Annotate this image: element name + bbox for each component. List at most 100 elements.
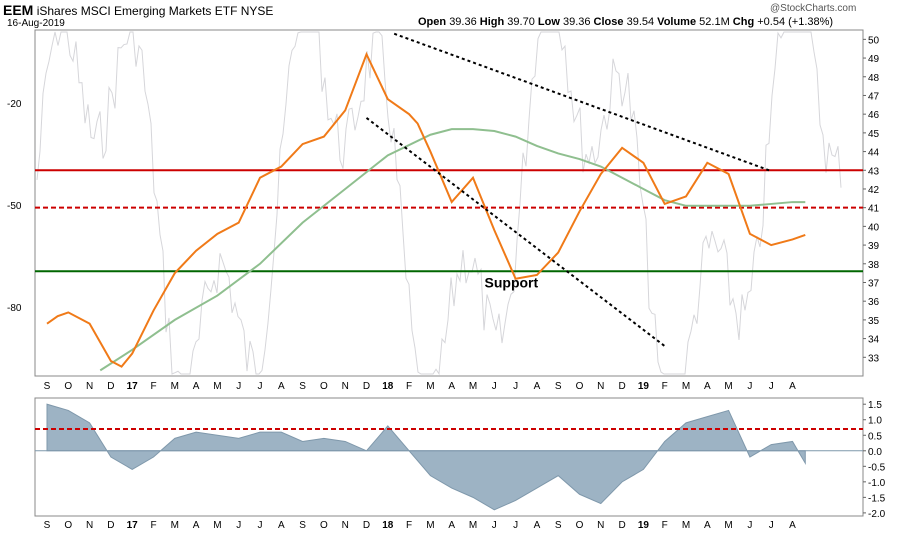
volume-value: 52.1M [699, 16, 730, 28]
close-label: Close [593, 16, 624, 28]
indicator-x-tick-label: A [789, 520, 796, 531]
price-axis-tick-label: 49 [868, 54, 880, 65]
indicator-x-tick-label: J [513, 520, 518, 531]
ticker-symbol: EEM [3, 2, 34, 18]
indicator-x-tick-label: A [704, 520, 711, 531]
indicator-x-tick-label: 17 [127, 520, 139, 531]
indicator-x-tick-label: D [363, 520, 370, 531]
indicator-x-tick-label: N [86, 520, 93, 531]
low-label: Low [537, 16, 560, 28]
chart-date: 16-Aug-2019 [7, 18, 65, 29]
high-label: High [479, 16, 505, 28]
indicator-x-tick-label: F [662, 520, 668, 531]
price-x-tick-label: J [769, 381, 774, 392]
indicator-x-tick-label: A [278, 520, 285, 531]
price-x-tick-label: A [448, 381, 455, 392]
price-x-tick-label: A [789, 381, 796, 392]
price-x-tick-label: N [86, 381, 93, 392]
price-x-tick-label: 19 [638, 381, 650, 392]
indicator-x-tick-label: O [64, 520, 72, 531]
price-axis-tick-label: 39 [868, 241, 880, 252]
price-axis-tick-label: 33 [868, 353, 880, 364]
chg-value: +0.54 (+1.38%) [757, 16, 834, 28]
ticker-title: EEM iShares MSCI Emerging Markets ETF NY… [3, 2, 273, 18]
indicator-x-tick-label: A [193, 520, 200, 531]
indicator-x-tick-label: M [213, 520, 221, 531]
indicator-x-tick-label: J [769, 520, 774, 531]
price-x-tick-label: 17 [127, 381, 139, 392]
indicator-x-tick-label: M [171, 520, 179, 531]
indicator-x-tick-label: M [469, 520, 477, 531]
indicator-x-tick-label: O [320, 520, 328, 531]
price-axis-tick-label: 35 [868, 316, 880, 327]
indicator-axis-tick-label: 0.5 [868, 431, 882, 442]
price-x-tick-label: F [406, 381, 412, 392]
indicator-area [46, 403, 806, 511]
indicator-x-tick-label: A [534, 520, 541, 531]
price-x-tick-label: O [576, 381, 584, 392]
background-oscillator-line [36, 31, 842, 376]
watermark: @StockCharts.com [770, 3, 857, 14]
low-value: 39.36 [562, 16, 591, 28]
indicator-axis-tick-label: -1.0 [868, 478, 886, 489]
price-series-line [46, 51, 806, 368]
price-x-tick-label: A [193, 381, 200, 392]
price-x-tick-label: A [534, 381, 541, 392]
indicator-x-tick-label: J [747, 520, 752, 531]
price-x-tick-label: D [107, 381, 114, 392]
price-x-tick-label: J [236, 381, 241, 392]
indicator-x-tick-label: N [597, 520, 604, 531]
indicator-x-tick-label: S [44, 520, 51, 531]
price-axis-tick-label: 42 [868, 185, 880, 196]
left-axis-tick-label: -50 [7, 201, 22, 212]
open-value: 39.36 [449, 16, 477, 28]
open-label: Open [418, 16, 447, 28]
price-axis-tick-label: 41 [868, 204, 880, 215]
price-axis-tick-label: 43 [868, 166, 880, 177]
quote-bar: Open 39.36 High 39.70 Low 39.36 Close 39… [418, 16, 833, 28]
indicator-x-tick-label: A [448, 520, 455, 531]
price-x-tick-label: N [342, 381, 349, 392]
price-x-tick-label: M [682, 381, 690, 392]
price-axis-tick-label: 50 [868, 35, 880, 46]
price-axis-tick-label: 38 [868, 260, 880, 271]
indicator-x-tick-label: D [618, 520, 625, 531]
indicator-axis-tick-label: -2.0 [868, 509, 886, 520]
indicator-x-tick-label: J [492, 520, 497, 531]
fund-name: iShares MSCI Emerging Markets ETF [36, 4, 238, 18]
indicator-x-tick-label: 18 [382, 520, 394, 531]
price-axis-tick-label: 45 [868, 129, 880, 140]
price-x-tick-label: 18 [382, 381, 394, 392]
chg-label: Chg [732, 16, 755, 28]
price-axis-tick-label: 36 [868, 297, 880, 308]
indicator-x-tick-label: N [342, 520, 349, 531]
indicator-x-tick-label: J [258, 520, 263, 531]
price-x-tick-label: M [426, 381, 434, 392]
price-x-tick-label: M [724, 381, 732, 392]
indicator-axis-tick-label: 1.5 [868, 400, 882, 411]
price-axis-tick-label: 47 [868, 91, 880, 102]
volume-label: Volume [657, 16, 697, 28]
exchange: NYSE [240, 4, 274, 18]
high-value: 39.70 [507, 16, 535, 28]
close-value: 39.54 [626, 16, 655, 28]
price-axis-tick-label: 44 [868, 148, 880, 159]
indicator-x-tick-label: D [107, 520, 114, 531]
moving-average-line [99, 128, 806, 372]
indicator-x-tick-label: M [724, 520, 732, 531]
price-axis-tick-label: 46 [868, 110, 880, 121]
indicator-axis-tick-label: -0.5 [868, 462, 886, 473]
price-x-tick-label: F [662, 381, 668, 392]
price-x-tick-label: S [555, 381, 562, 392]
price-x-tick-label: A [278, 381, 285, 392]
price-x-tick-label: J [258, 381, 263, 392]
price-x-tick-label: S [44, 381, 51, 392]
trendline-2 [365, 117, 666, 347]
price-axis-tick-label: 48 [868, 73, 880, 84]
price-x-tick-label: A [704, 381, 711, 392]
trendline-1 [393, 32, 770, 172]
indicator-axis-tick-label: 1.0 [868, 416, 882, 427]
indicator-axis-tick-label: 0.0 [868, 447, 882, 458]
